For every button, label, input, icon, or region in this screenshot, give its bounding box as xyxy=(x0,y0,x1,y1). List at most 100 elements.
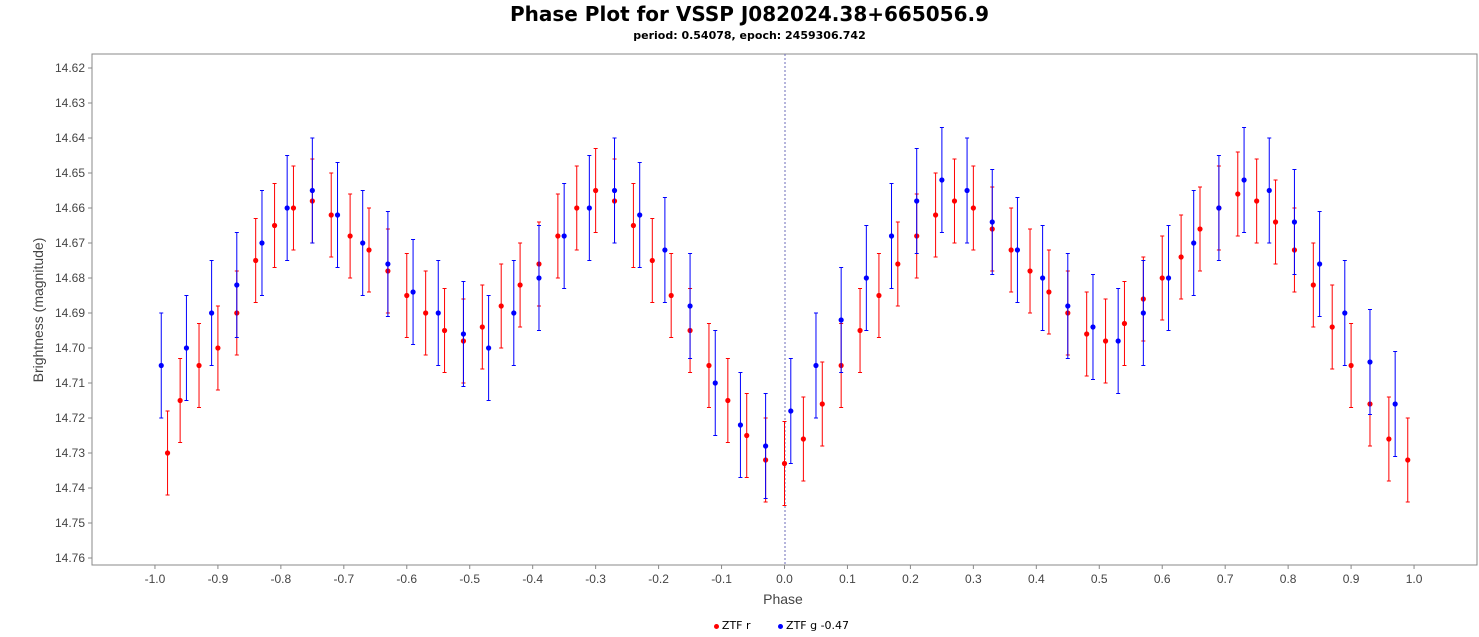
chart-subtitle: period: 0.54078, epoch: 2459306.742 xyxy=(633,29,866,42)
ztf-r-point xyxy=(1046,289,1052,295)
ztf-r-point xyxy=(1348,362,1354,369)
ztf-g-point xyxy=(813,362,819,369)
y-tick-label: 14.69 xyxy=(55,306,85,320)
ztf-g-point xyxy=(1140,310,1146,316)
ztf-r-point xyxy=(781,460,788,467)
legend-marker-blue xyxy=(778,623,784,629)
y-tick-label: 14.74 xyxy=(55,481,85,495)
ztf-g-point xyxy=(460,331,467,337)
ztf-r-point xyxy=(1008,247,1014,253)
ztf-g-point xyxy=(1191,240,1197,246)
ztf-r-point xyxy=(423,310,429,316)
ztf-r-point xyxy=(498,303,504,309)
y-tick-label: 14.73 xyxy=(55,446,85,460)
x-tick-label: -0.4 xyxy=(522,572,543,586)
ztf-r-point xyxy=(800,436,806,442)
ztf-r-point xyxy=(970,205,976,211)
ztf-g-point xyxy=(1367,359,1373,365)
ztf-r-point xyxy=(574,205,580,211)
x-tick-label: -0.9 xyxy=(208,572,229,586)
y-tick-label: 14.75 xyxy=(55,516,85,530)
ztf-r-point xyxy=(253,257,259,264)
ztf-g-point xyxy=(1165,275,1172,281)
ztf-r-point xyxy=(1310,282,1316,288)
ztf-r-point xyxy=(951,198,958,204)
x-tick-label: -0.8 xyxy=(271,572,292,586)
ztf-g-point xyxy=(863,275,869,281)
y-tick-label: 14.62 xyxy=(55,61,85,75)
legend-label-ztf-r: ZTF r xyxy=(721,619,751,632)
ztf-g-point xyxy=(763,443,769,449)
legend-label-ztf-g: ZTF g -0.47 xyxy=(786,619,850,632)
y-tick-label: 14.76 xyxy=(55,551,85,565)
ztf-r-point xyxy=(1329,324,1335,330)
ztf-g-point xyxy=(964,187,970,194)
ztf-g-point xyxy=(1014,247,1021,253)
ztf-r-point xyxy=(517,282,523,288)
ztf-g-point xyxy=(1266,187,1272,194)
x-tick-label: -1.0 xyxy=(145,572,166,586)
ztf-r-point xyxy=(819,401,825,407)
ztf-g-point xyxy=(939,177,945,183)
ztf-g-point xyxy=(989,219,995,225)
ztf-r-point xyxy=(1084,331,1090,337)
legend-item-ztf-g: ZTF g -0.47 xyxy=(778,619,849,632)
x-tick-label: 0.9 xyxy=(1343,572,1360,586)
ztf-g-point xyxy=(1115,338,1121,344)
ztf-g-point xyxy=(259,240,265,246)
chart-title: Phase Plot for VSSP J082024.38+665056.9 xyxy=(509,2,989,26)
ztf-g-point xyxy=(536,275,542,281)
ztf-g-point xyxy=(410,289,416,295)
y-tick-label: 14.68 xyxy=(55,271,85,285)
ztf-r-point xyxy=(1121,320,1128,327)
ztf-g-point xyxy=(360,240,366,246)
y-tick-label: 14.65 xyxy=(55,166,85,180)
ztf-g-point xyxy=(561,233,567,239)
ztf-r-point xyxy=(668,292,674,299)
y-tick-label: 14.67 xyxy=(55,236,85,250)
y-tick-label: 14.64 xyxy=(55,131,85,145)
ztf-r-point xyxy=(1235,191,1241,197)
ztf-g-point xyxy=(1392,401,1398,407)
ztf-g-point xyxy=(234,282,240,288)
ztf-r-point xyxy=(649,257,655,264)
ztf-r-point xyxy=(1405,457,1411,463)
x-tick-label: 0.2 xyxy=(902,572,919,586)
x-tick-label: -0.7 xyxy=(333,572,354,586)
ztf-r-point xyxy=(177,397,183,404)
x-tick-label: -0.6 xyxy=(396,572,417,586)
ztf-g-point xyxy=(914,198,920,204)
ztf-r-point xyxy=(1386,436,1392,442)
x-tick-label: -0.5 xyxy=(459,572,480,586)
y-tick-label: 14.72 xyxy=(55,411,85,425)
x-tick-label: 0.5 xyxy=(1091,572,1108,586)
ztf-g-point xyxy=(1317,261,1323,267)
ztf-g-point xyxy=(737,422,744,428)
ztf-g-point xyxy=(712,380,718,386)
x-tick-label: 0.8 xyxy=(1280,572,1297,586)
ztf-r-point xyxy=(196,362,202,369)
ztf-g-point xyxy=(1040,275,1046,281)
ztf-r-point xyxy=(347,233,353,239)
ztf-r-point xyxy=(744,432,750,439)
ztf-g-point xyxy=(158,362,164,369)
ztf-r-point xyxy=(1197,226,1203,232)
ztf-g-point xyxy=(1216,205,1222,211)
ztf-g-point xyxy=(385,261,391,267)
x-tick-label: 0.3 xyxy=(965,572,982,586)
x-tick-label: 0.0 xyxy=(776,572,793,586)
ztf-r-point xyxy=(164,450,171,456)
ztf-r-point xyxy=(1159,275,1165,281)
ztf-r-point xyxy=(593,187,599,194)
ztf-g-point xyxy=(611,187,618,194)
y-tick-label: 14.70 xyxy=(55,341,85,355)
ztf-r-point xyxy=(630,222,637,229)
ztf-r-point xyxy=(876,292,882,299)
legend-marker-red xyxy=(713,623,719,629)
x-tick-label: -0.2 xyxy=(648,572,669,586)
ztf-r-point xyxy=(215,345,221,351)
ztf-r-point xyxy=(932,212,939,218)
ztf-g-point xyxy=(284,205,290,211)
x-axis: -1.0 -0.9 -0.8 -0.7 -0.6 -0.5 -0.4 -0.3 -0.2 -0.1… xyxy=(145,565,1423,586)
ztf-r-point xyxy=(1272,219,1279,225)
